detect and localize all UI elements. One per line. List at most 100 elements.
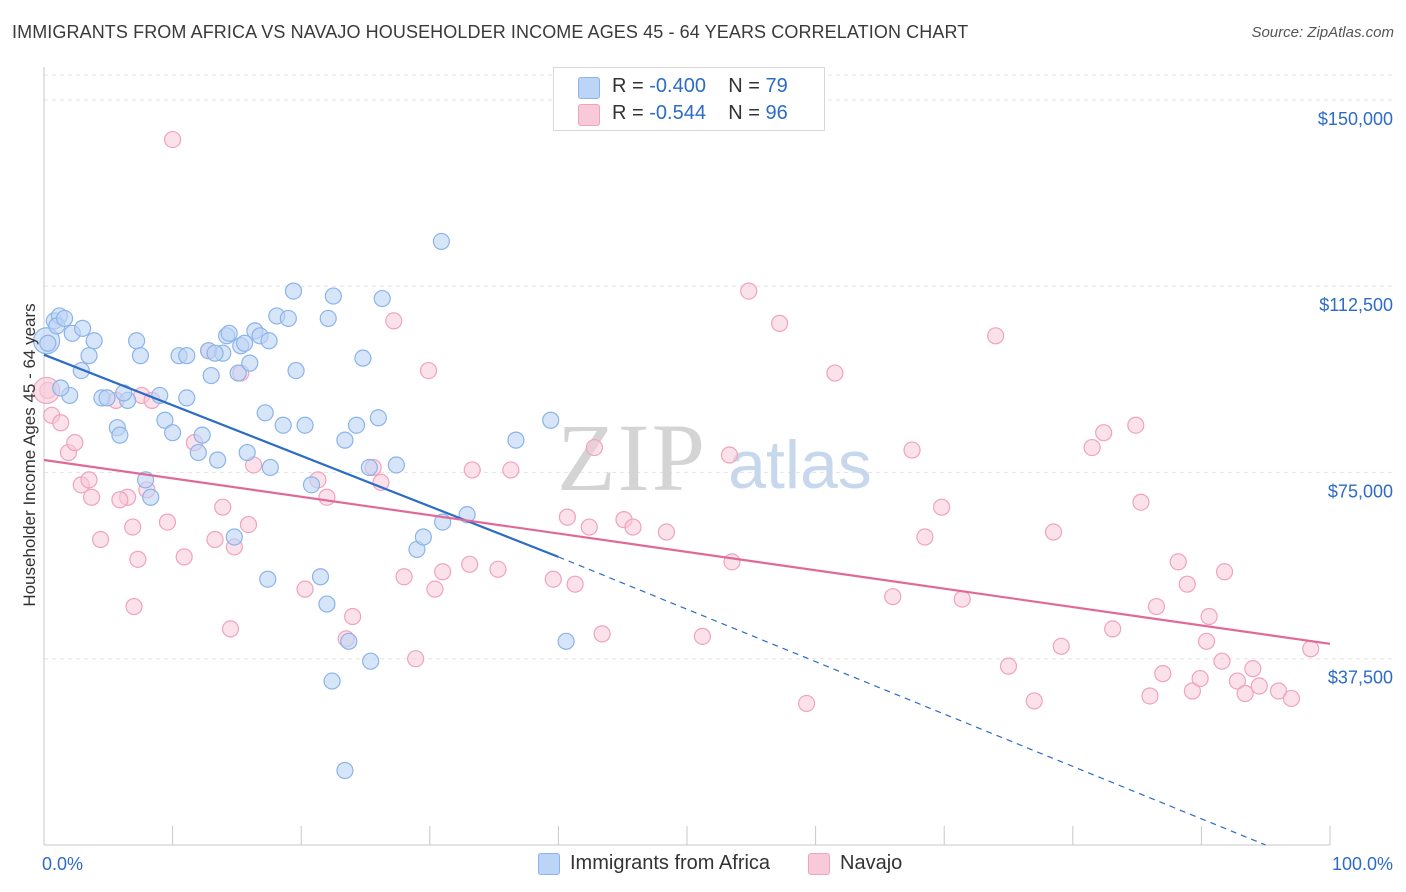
africa-point (362, 652, 380, 670)
navajo-point (1095, 424, 1113, 442)
africa-point (178, 389, 196, 407)
navajo-point (953, 590, 971, 608)
africa-point (142, 488, 160, 506)
navajo-point (1244, 660, 1262, 678)
legend-swatch-africa (578, 77, 600, 99)
legend-n-label: N = (728, 102, 760, 124)
africa-point (284, 282, 303, 300)
africa-point (557, 632, 575, 650)
africa-trend-line (43, 353, 559, 558)
navajo-point (419, 361, 438, 380)
africa-point (373, 289, 391, 308)
legend-r-value: -0.544 (649, 102, 706, 124)
legend-r-value: -0.400 (649, 75, 706, 97)
navajo-point (434, 563, 452, 581)
navajo-point (407, 650, 425, 668)
africa-point (311, 568, 330, 586)
y-tick-label: $150,000 (1318, 109, 1393, 129)
africa-point (85, 332, 103, 350)
africa-point (73, 319, 92, 337)
africa-point (318, 595, 336, 613)
series-legend: Immigrants from Africa Navajo (0, 852, 1406, 878)
africa-point (259, 570, 277, 588)
africa-point (202, 366, 220, 385)
africa-point (111, 426, 129, 444)
navajo-point (463, 461, 481, 479)
navajo-point (82, 488, 101, 506)
navajo-point (797, 694, 816, 713)
navajo-point (318, 488, 336, 506)
navajo-point (385, 312, 403, 330)
navajo-point (585, 438, 604, 457)
africa-point (347, 416, 366, 434)
navajo-point (344, 607, 362, 626)
navajo-point (80, 471, 98, 489)
africa-point (55, 309, 74, 328)
africa-point (387, 456, 405, 474)
africa-point (261, 458, 279, 477)
africa-point (164, 424, 182, 442)
y-axis-label: Householder Income Ages 45 - 64 years (20, 303, 39, 607)
navajo-point (1147, 597, 1165, 616)
africa-point (229, 364, 247, 382)
legend-n-value: 96 (765, 102, 788, 124)
navajo-point (558, 508, 577, 526)
africa-point (274, 416, 292, 434)
navajo-point (933, 498, 951, 516)
navajo-point (125, 597, 143, 616)
navajo-point (1132, 493, 1150, 511)
legend-n-value: 79 (765, 75, 788, 97)
y-tick-label: $112,500 (1319, 295, 1393, 315)
africa-point (241, 354, 259, 372)
africa-point (178, 347, 196, 365)
navajo-point (1183, 682, 1201, 700)
navajo-point (1302, 640, 1320, 658)
navajo-point (1197, 632, 1216, 650)
watermark: ZIP atlas (557, 404, 872, 511)
navajo-point (158, 513, 177, 531)
navajo-point (566, 575, 584, 593)
watermark-atlas: atlas (728, 427, 872, 503)
africa-point (507, 431, 525, 449)
africa-point (189, 443, 207, 462)
x-tick-label: 0.0% (42, 854, 83, 874)
y-tick-label: $75,000 (1328, 481, 1393, 501)
africa-point (260, 332, 278, 350)
navajo-point (1200, 607, 1218, 626)
navajo-point (987, 327, 1005, 345)
africa-point (131, 347, 150, 365)
africa-point (238, 443, 256, 462)
navajo-point (129, 550, 147, 568)
navajo-point (1025, 692, 1043, 710)
navajo-point (723, 553, 741, 571)
navajo-point (1215, 563, 1234, 581)
legend-swatch-africa (538, 853, 560, 875)
navajo-point (91, 530, 110, 549)
africa-point (340, 632, 358, 650)
navajo-point (206, 530, 224, 549)
africa-point (225, 528, 243, 546)
africa-point (542, 411, 560, 429)
africa-point (336, 431, 354, 449)
axes (43, 67, 1331, 846)
legend-r-label: R = (612, 102, 644, 124)
africa-points (32, 232, 575, 780)
navajo-point (1083, 438, 1101, 457)
africa-point (39, 334, 57, 352)
navajo-trend-line (43, 458, 1331, 645)
navajo-point (884, 588, 902, 606)
africa-point (72, 361, 90, 380)
source-credit: Source: ZipAtlas.com (1251, 24, 1394, 41)
x-tick-label: 100.0% (1332, 854, 1393, 874)
navajo-point (1052, 637, 1070, 655)
navajo-point (52, 414, 70, 432)
navajo-point (1213, 652, 1231, 670)
chart-title: IMMIGRANTS FROM AFRICA VS NAVAJO HOUSEHO… (12, 22, 969, 42)
navajo-point (740, 282, 758, 300)
africa-point (432, 232, 450, 251)
navajo-point (1104, 620, 1122, 638)
navajo-point (999, 657, 1018, 675)
navajo-point (770, 314, 789, 332)
navajo-point (214, 498, 232, 516)
